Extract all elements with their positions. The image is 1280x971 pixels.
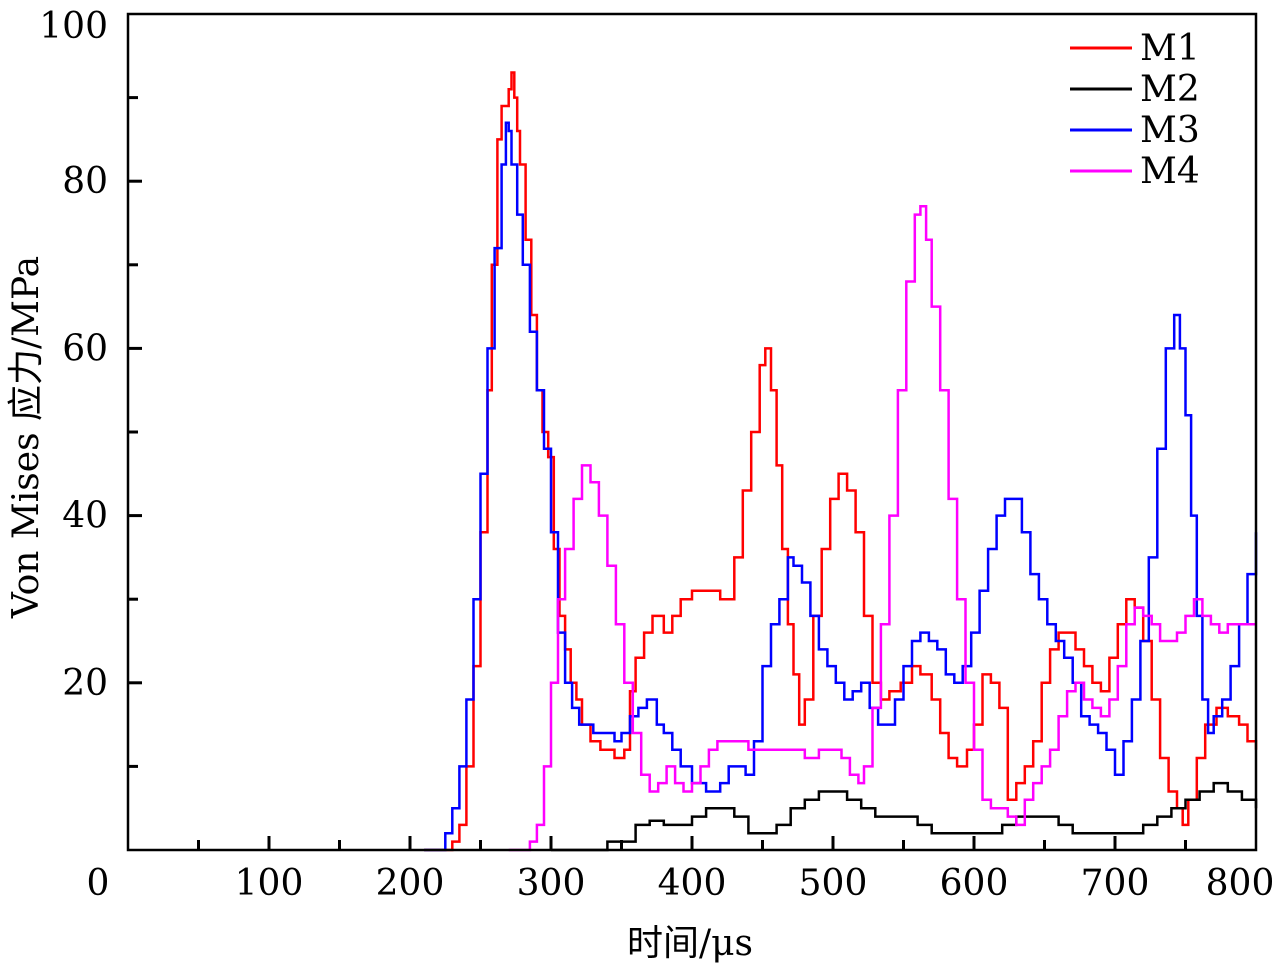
y-tick-label: 80 xyxy=(62,161,108,202)
y-tick-label: 40 xyxy=(62,496,108,537)
axes-layer xyxy=(126,12,1258,852)
plot-frame xyxy=(126,12,1258,852)
x-tick-label: 600 xyxy=(940,863,1009,904)
tick-labels: 0 100 200 300 400 500 600 700 800 20 40 60 80 100 xyxy=(39,6,1274,904)
x-tick-label: 500 xyxy=(799,863,868,904)
x-tick-label: 300 xyxy=(517,863,586,904)
x-tick-label: 800 xyxy=(1206,863,1275,904)
x-tick-label: 200 xyxy=(376,863,445,904)
series-line-m4 xyxy=(508,205,1256,852)
legend-label-m4: M4 xyxy=(1140,151,1200,192)
y-tick-label: 100 xyxy=(39,6,108,47)
series-line-m1 xyxy=(424,71,1258,852)
x-tick-label: 100 xyxy=(235,863,304,904)
legend-label-m3: M3 xyxy=(1140,110,1200,151)
series-line-m3 xyxy=(424,121,1258,852)
y-axis-title: Von Mises 应力/MPa xyxy=(6,256,47,619)
legend-label-m1: M1 xyxy=(1140,28,1200,69)
legend-label-m2: M2 xyxy=(1140,69,1200,110)
x-tick-label: 0 xyxy=(87,863,110,904)
x-tick-label: 700 xyxy=(1081,863,1150,904)
x-axis-title: 时间/μs xyxy=(627,923,753,964)
y-tick-label: 20 xyxy=(62,663,108,704)
x-tick-label: 400 xyxy=(658,863,727,904)
series-line-m2 xyxy=(551,781,1258,852)
series-layer xyxy=(424,71,1258,852)
y-tick-label: 60 xyxy=(62,328,108,369)
